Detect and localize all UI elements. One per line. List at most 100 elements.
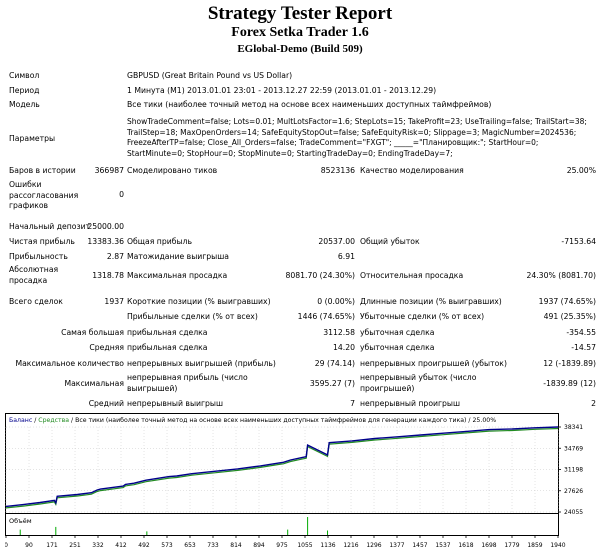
net-profit-value: 13383.36 — [87, 237, 124, 246]
legend-separator: / — [69, 417, 75, 424]
balance-chart: Баланс / Средства / Все тики (наиболее т… — [4, 413, 597, 553]
loss-trades-label: Убыточные сделки (% от всех) — [360, 312, 485, 321]
max-drawdown-label: Максимальная просадка — [127, 271, 228, 280]
maximal-profit-value: 3595.27 (7) — [309, 379, 355, 388]
largest-profit-value: 3112.58 — [323, 328, 355, 337]
average-profit-value: 14.20 — [332, 343, 355, 352]
expert-name: Forex Setka Trader 1.6 — [231, 25, 369, 40]
y-tick-label: 24055 — [564, 509, 583, 516]
long-positions-label: Длинные позиции (% выигравших) — [360, 297, 502, 306]
balance-line — [5, 426, 559, 508]
y-tick-label: 38341 — [564, 424, 583, 431]
params-line: FreezeAfterTP=false; Close_All_Orders=fa… — [127, 138, 539, 148]
legend-separator: / — [466, 417, 472, 424]
short-positions-value: 0 (0.00%) — [317, 297, 355, 306]
rel-drawdown-value: 24.30% (8081.70) — [526, 271, 596, 280]
average-loss-value: -14.57 — [571, 343, 596, 352]
x-tick-label: 412 — [115, 542, 127, 549]
x-tick-label: 1537 — [435, 542, 450, 549]
period-value: 1 Минута (M1) 2013.01.01 23:01 - 2013.12… — [127, 86, 437, 95]
volume-bars — [19, 517, 329, 535]
x-tick-label: 1698 — [481, 542, 496, 549]
avg-losses-label: непрерывный проигрыш — [360, 399, 461, 408]
average-profit-label: прибыльная сделка — [127, 343, 208, 352]
total-trades-value: 1937 — [104, 297, 124, 306]
x-tick-label: 894 — [253, 542, 265, 549]
bars-label: Баров в истории — [9, 166, 76, 175]
model-label: Модель — [9, 100, 40, 109]
abs-drawdown-label: Абсолютная просадка — [9, 265, 59, 285]
legend-model: Все тики (наиболее точный метод на основ… — [75, 416, 466, 424]
params-line: ShowTradeComment=false; Lots=0.01; MultL… — [127, 117, 587, 126]
maximal-loss-label: непрерывный убыток (число проигрышей) — [360, 373, 477, 393]
rel-drawdown-label: Относительная просадка — [360, 271, 464, 280]
errors-label: Ошибки рассогласования графиков — [9, 180, 79, 210]
max-wins-label: непрерывных выигрышей (прибыль) — [127, 359, 276, 368]
y-tick-label: 31198 — [564, 467, 583, 474]
x-tick-label: 1940 — [550, 542, 565, 549]
maximal-profit-label: непрерывная прибыль (число выигрышей) — [127, 373, 248, 393]
gross-loss-value: -7153.64 — [561, 237, 596, 246]
symbol-value: GBPUSD (Great Britain Pound vs US Dollar… — [127, 71, 293, 80]
x-tick-label: 573 — [161, 542, 173, 549]
x-tick-label: 1296 — [366, 542, 381, 549]
x-tick-label: 1055 — [297, 542, 312, 549]
params-line: TrailStep=18; MaxOpenOrders=14; SafeEqui… — [127, 127, 577, 137]
abs-drawdown-value: 1318.78 — [92, 271, 124, 280]
legend-separator: / — [32, 417, 38, 424]
x-tick-label: 1859 — [527, 542, 542, 549]
params-line: StartMinute=0; StopHour=0; StopMinute=0;… — [127, 148, 453, 158]
x-tick-label: 1377 — [389, 542, 404, 549]
balance-chart-svg: Баланс / Средства / Все тики (наиболее т… — [4, 413, 583, 549]
x-tick-label: 492 — [138, 542, 150, 549]
x-tick-label: 975 — [276, 542, 288, 549]
long-positions-value: 1937 (74.65%) — [538, 297, 596, 306]
y-axis-ticks: 38341 34769 31198 27626 24055 — [558, 424, 583, 516]
deposit-label: Начальный депозит — [9, 222, 91, 231]
server-build: EGlobal-Demo (Build 509) — [237, 43, 363, 55]
x-tick-label: 814 — [230, 542, 242, 549]
bars-value: 366987 — [94, 166, 124, 175]
avg-consecutive-label: Средний — [88, 399, 124, 408]
max-wins-value: 29 (74.14) — [314, 359, 355, 368]
x-tick-label: 90 — [25, 542, 33, 549]
legend-equity: Средства — [38, 417, 69, 424]
x-tick-label: 1457 — [412, 542, 427, 549]
period-label: Период — [9, 86, 40, 95]
x-tick-label: 251 — [69, 542, 81, 549]
x-tick-label: 1216 — [343, 542, 358, 549]
net-profit-label: Чистая прибыль — [9, 237, 75, 246]
ticks-label: Смоделировано тиков — [127, 166, 218, 175]
x-tick-label: 1779 — [504, 542, 519, 549]
x-tick-label: 171 — [46, 542, 58, 549]
x-tick-label: 1618 — [458, 542, 473, 549]
gross-loss-label: Общий убыток — [360, 237, 420, 246]
loss-trades-value: 491 (25.35%) — [543, 312, 596, 321]
x-axis-ticks: 0 90 171 251 332 412 492 573 653 733 814 894 975 1055… — [4, 535, 566, 549]
largest-label: Самая большая — [61, 328, 124, 337]
report-title: Strategy Tester Report — [207, 3, 393, 24]
errors-value: 0 — [119, 190, 124, 199]
avg-wins-value: 7 — [350, 399, 355, 408]
chart-legend: Баланс / Средства / Все тики (наиболее т… — [9, 416, 496, 424]
quality-label: Качество моделирования — [360, 166, 464, 175]
x-tick-label: 653 — [184, 542, 196, 549]
max-drawdown-value: 8081.70 (24.30%) — [285, 271, 355, 280]
volume-label: Объём — [9, 517, 32, 525]
profit-trades-label: Прибыльные сделки (% от всех) — [127, 312, 258, 321]
total-trades-label: Всего сделок — [9, 297, 63, 306]
largest-loss-value: -354.55 — [566, 328, 596, 337]
max-losses-label: непрерывных проигрышей (убыток) — [360, 359, 507, 368]
maximal-loss-value: -1839.89 (12) — [543, 379, 596, 388]
y-tick-label: 34769 — [564, 445, 583, 452]
legend-balance: Баланс — [9, 417, 33, 424]
profit-trades-value: 1446 (74.65%) — [297, 312, 355, 321]
gross-profit-value: 20537.00 — [318, 237, 355, 246]
quality-value: 25.00% — [566, 166, 596, 175]
x-tick-label: 0 — [5, 542, 8, 549]
expected-payoff-label: Матожидание выигрыша — [127, 252, 229, 261]
short-positions-label: Короткие позиции (% выигравших) — [127, 297, 271, 306]
x-tick-label: 1136 — [320, 542, 335, 549]
equity-line — [5, 427, 559, 509]
max-count-label: Максимальное количество — [15, 359, 124, 368]
